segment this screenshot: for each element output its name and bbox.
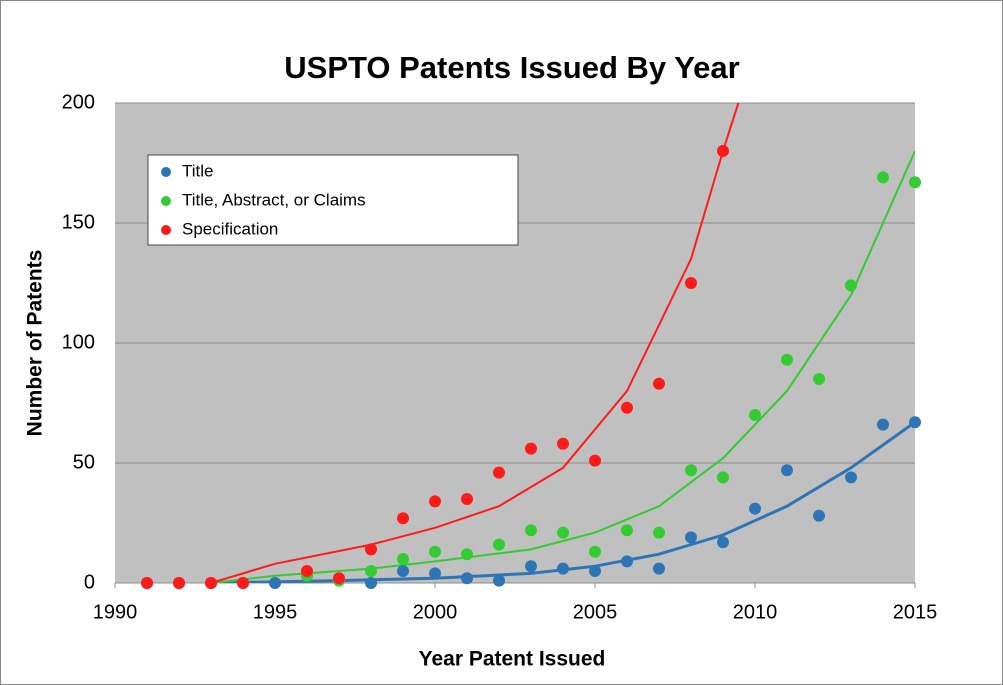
point bbox=[621, 555, 633, 568]
y-tick-label: 50 bbox=[73, 451, 95, 473]
point bbox=[653, 377, 665, 390]
point bbox=[781, 464, 793, 477]
point bbox=[717, 536, 729, 549]
point bbox=[333, 572, 345, 585]
point bbox=[781, 353, 793, 366]
legend-label: Specification bbox=[182, 219, 278, 238]
point bbox=[525, 442, 537, 455]
legend-marker bbox=[161, 167, 171, 177]
point bbox=[525, 560, 537, 573]
point bbox=[493, 574, 505, 587]
point bbox=[301, 565, 313, 577]
point bbox=[589, 454, 601, 467]
point bbox=[365, 543, 377, 556]
point bbox=[813, 373, 825, 385]
point bbox=[429, 567, 441, 580]
point bbox=[205, 577, 217, 589]
point bbox=[557, 562, 569, 575]
point bbox=[557, 437, 569, 450]
point bbox=[653, 562, 665, 575]
point bbox=[397, 512, 409, 525]
point bbox=[845, 471, 857, 484]
point bbox=[365, 577, 377, 589]
point bbox=[653, 526, 665, 539]
grid: 0 50 100 150 200 1990 1995 2000 2005 2010 2015 bbox=[62, 91, 938, 623]
point bbox=[397, 565, 409, 577]
legend-label: Title bbox=[182, 161, 214, 180]
y-tick-label: 150 bbox=[62, 211, 95, 233]
point bbox=[557, 526, 569, 539]
point bbox=[909, 416, 921, 429]
point bbox=[461, 493, 473, 505]
x-tick-label: 2000 bbox=[413, 601, 458, 623]
point bbox=[493, 538, 505, 551]
legend: Title Title, Abstract, or Claims Specifica… bbox=[147, 154, 519, 246]
point bbox=[365, 565, 377, 577]
point bbox=[621, 524, 633, 537]
legend-marker bbox=[161, 225, 171, 235]
point bbox=[461, 572, 473, 585]
y-tick-label: 200 bbox=[62, 91, 95, 113]
trend-line bbox=[210, 103, 740, 583]
point bbox=[749, 502, 761, 515]
point bbox=[429, 495, 441, 508]
point bbox=[397, 553, 409, 565]
point bbox=[621, 401, 633, 414]
x-tick-label: 1990 bbox=[93, 601, 138, 623]
point bbox=[877, 171, 889, 184]
x-tick-label: 2005 bbox=[573, 601, 618, 623]
point bbox=[845, 279, 857, 292]
legend-box bbox=[147, 154, 519, 246]
point bbox=[173, 577, 185, 589]
legend-label: Title, Abstract, or Claims bbox=[182, 190, 366, 209]
point bbox=[909, 176, 921, 189]
point bbox=[461, 548, 473, 561]
point bbox=[717, 145, 729, 157]
point bbox=[717, 471, 729, 484]
x-tick-label: 2010 bbox=[733, 601, 778, 623]
x-tick-label: 1995 bbox=[253, 601, 298, 623]
y-axis-label: Number of Patents bbox=[24, 250, 47, 437]
point bbox=[237, 577, 249, 589]
point bbox=[589, 565, 601, 577]
point bbox=[589, 545, 601, 558]
x-tick-label: 2015 bbox=[893, 601, 938, 623]
point bbox=[877, 418, 889, 431]
point bbox=[813, 509, 825, 522]
point bbox=[685, 464, 697, 477]
point bbox=[685, 531, 697, 544]
point bbox=[493, 466, 505, 479]
legend-marker bbox=[161, 196, 171, 206]
y-tick-label: 0 bbox=[84, 571, 95, 593]
point bbox=[429, 545, 441, 558]
point bbox=[525, 524, 537, 537]
points bbox=[141, 145, 921, 589]
y-tick-label: 100 bbox=[62, 331, 95, 353]
trend-line bbox=[210, 150, 915, 583]
point bbox=[269, 577, 281, 589]
point bbox=[141, 577, 153, 589]
x-axis-label: Year Patent Issued bbox=[419, 648, 606, 671]
point bbox=[749, 409, 761, 421]
chart-title: USPTO Patents Issued By Year bbox=[284, 50, 739, 85]
point bbox=[685, 277, 697, 289]
